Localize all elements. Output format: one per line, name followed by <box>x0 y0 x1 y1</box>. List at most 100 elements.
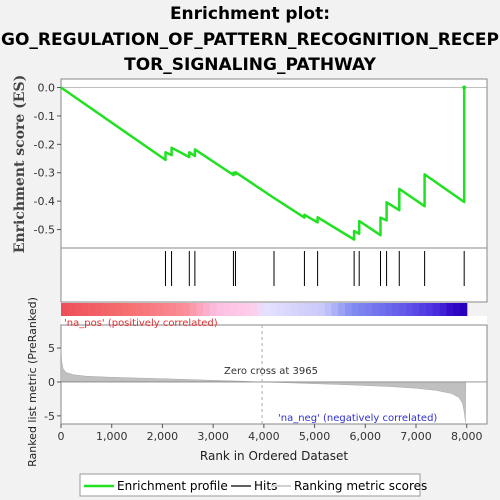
heatmap-cell <box>405 303 414 316</box>
heatmap-cell <box>277 303 285 316</box>
rank-y-tick-label: -5 <box>44 410 55 423</box>
es-end-marker <box>462 85 467 90</box>
legend: Enrichment profile Hits Ranking metric s… <box>79 473 427 497</box>
heatmap-cell <box>365 303 373 316</box>
x-tick-label: 6,000 <box>350 430 382 443</box>
x-tick-label: 2,000 <box>147 430 179 443</box>
es-y-tick-label: -0.3 <box>34 167 55 180</box>
x-axis-label: Rank in Ordered Dataset <box>200 449 348 463</box>
heatmap-cell <box>155 303 164 316</box>
heatmap-cell <box>250 303 258 316</box>
heatmap-cell <box>270 303 278 316</box>
title-line-3: TOR_SIGNALING_PATHWAY <box>124 55 376 75</box>
heatmap-cell <box>162 303 170 316</box>
heatmap-cell <box>175 303 184 316</box>
heatmap-cell <box>412 303 420 316</box>
heatmap-cell <box>399 303 407 316</box>
es-y-tick-label: -0.5 <box>34 224 55 237</box>
legend-label-hits: Hits <box>254 479 277 493</box>
heatmap-cell <box>209 303 218 316</box>
rank-heatmap-bar <box>61 303 468 316</box>
es-y-tick-label: 0.0 <box>38 82 56 95</box>
x-tick-label: 5,000 <box>299 430 331 443</box>
es-y-tick-label: -0.4 <box>34 195 55 208</box>
hit-lines <box>164 251 465 286</box>
heatmap-cell <box>290 303 299 316</box>
heatmap-cell <box>338 303 346 316</box>
heatmap-cell <box>263 303 272 316</box>
heatmap-cell <box>223 303 231 316</box>
heatmap-cell <box>432 303 441 316</box>
heatmap-cell <box>372 303 380 316</box>
heatmap-cell <box>169 303 177 316</box>
heatmap-cell <box>216 303 224 316</box>
heatmap-cell <box>108 303 116 316</box>
heatmap-cell <box>236 303 245 316</box>
title-line-1: Enrichment plot: <box>170 4 330 24</box>
x-tick-label: 8,000 <box>451 430 483 443</box>
heatmap-cell <box>345 303 353 316</box>
heatmap-cell <box>182 303 191 316</box>
heatmap-cell <box>331 303 339 316</box>
heatmap-cell <box>142 303 150 316</box>
heatmap-cell <box>459 303 468 316</box>
heatmap-cell <box>453 303 461 316</box>
rank-y-tick-label: 0 <box>48 376 55 389</box>
heatmap-cell <box>115 303 123 316</box>
heatmap-cell <box>189 303 197 316</box>
heatmap-cell <box>67 303 76 316</box>
heatmap-cell <box>230 303 238 316</box>
ranking-metric-area <box>60 348 466 423</box>
heatmap-cell <box>94 303 103 316</box>
legend-label-enrichment: Enrichment profile <box>117 479 228 493</box>
x-tick-label: 1,000 <box>96 430 128 443</box>
heatmap-cell <box>81 303 89 316</box>
heatmap-cell <box>148 303 157 316</box>
heatmap-cell <box>392 303 400 316</box>
enrichment-profile-line <box>60 86 466 241</box>
heatmap-cell <box>243 303 251 316</box>
heatmap-cell <box>128 303 136 316</box>
es-y-tick-label: -0.1 <box>34 110 55 123</box>
heatmap-cell <box>351 303 360 316</box>
heatmap-cell <box>297 303 306 316</box>
heatmap-cell <box>257 303 265 316</box>
heatmap-cell <box>88 303 96 316</box>
rank-y-tick-label: 5 <box>48 342 55 355</box>
rank-y-axis-label: Ranked list metric (PreRanked) <box>26 297 39 467</box>
legend-label-ranking: Ranking metric scores <box>294 479 427 493</box>
heatmap-cell <box>61 303 69 316</box>
heatmap-gap <box>61 316 487 325</box>
es-y-axis: 0.0 -0.1 -0.2 -0.3 -0.4 -0.5 <box>34 82 61 237</box>
rank-y-axis: 5 0 -5 <box>44 342 61 423</box>
positive-correlation-label: 'na_pos' (positively correlated) <box>64 318 218 329</box>
heatmap-cell <box>385 303 393 316</box>
heatmap-cell <box>446 303 454 316</box>
heatmap-cell <box>317 303 326 316</box>
rank-panel <box>60 324 488 425</box>
heatmap-cell <box>419 303 427 316</box>
x-tick-label: 7,000 <box>400 430 432 443</box>
heatmap-cell <box>304 303 312 316</box>
negative-correlation-label: 'na_neg' (negatively correlated) <box>278 413 437 424</box>
heatmap-cell <box>426 303 434 316</box>
heatmap-cell <box>311 303 319 316</box>
x-tick-label: 0 <box>58 430 65 443</box>
heatmap-cell <box>135 303 143 316</box>
heatmap-cell <box>196 303 204 316</box>
rank-x-axis: 0 1,000 2,000 3,000 4,000 5,000 6,000 7,000 8,00… <box>58 424 483 443</box>
x-tick-label: 3,000 <box>197 430 229 443</box>
heatmap-cell <box>203 303 211 316</box>
heatmap-cell <box>324 303 333 316</box>
heatmap-cell <box>284 303 292 316</box>
heatmap-cell <box>378 303 387 316</box>
es-panel <box>60 78 488 249</box>
es-y-axis-label: Enrichment score (ES) <box>12 75 28 253</box>
es-y-tick-label: -0.2 <box>34 138 55 151</box>
zero-cross-label: Zero cross at 3965 <box>224 366 318 377</box>
x-tick-label: 4,000 <box>248 430 280 443</box>
title-line-2: GO_REGULATION_OF_PATTERN_RECOGNITION_REC… <box>1 30 499 50</box>
heatmap-cell <box>74 303 82 316</box>
heatmap-cell <box>101 303 109 316</box>
